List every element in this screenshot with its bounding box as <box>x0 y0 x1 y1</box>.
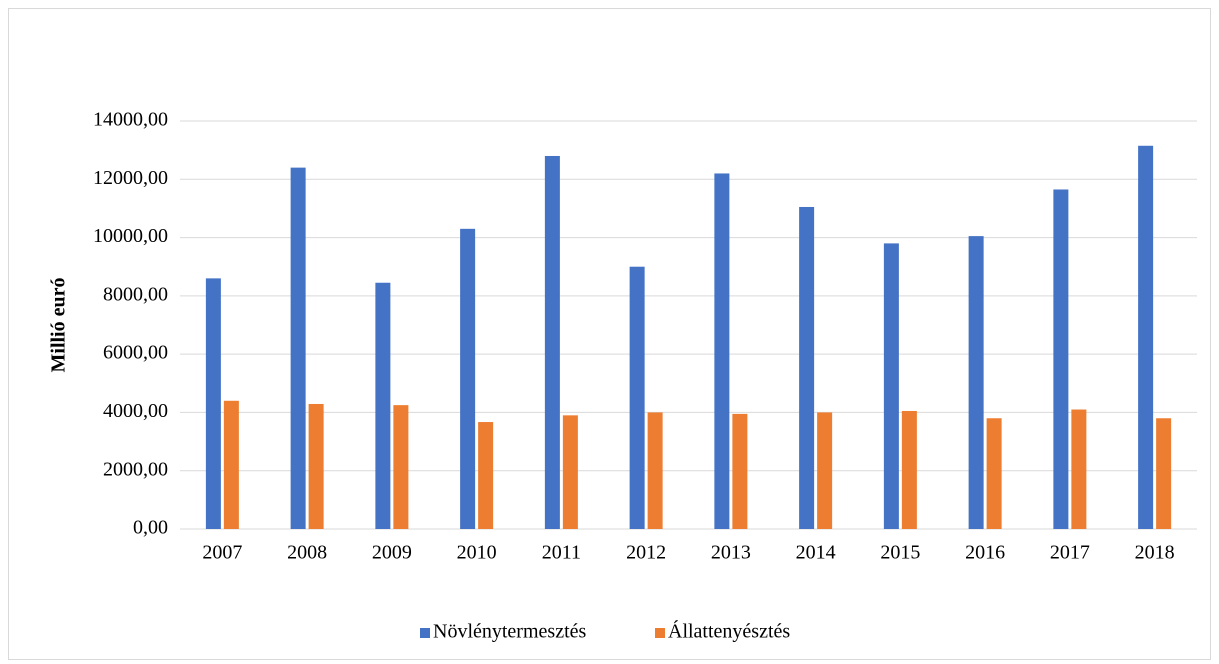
y-tick-label: 8000,00 <box>103 283 168 305</box>
bar <box>647 412 663 529</box>
bar <box>986 418 1002 529</box>
bar <box>393 405 409 529</box>
bar <box>478 422 494 529</box>
x-tick-label: 2015 <box>880 542 920 564</box>
y-tick-label: 0,00 <box>133 517 168 539</box>
y-axis-label: Millió euró <box>48 278 70 373</box>
bar <box>817 412 833 529</box>
y-tick-label: 10000,00 <box>93 225 168 247</box>
bar <box>1138 145 1154 529</box>
x-tick-label: 2018 <box>1135 542 1175 564</box>
x-tick-label: 2010 <box>457 542 497 564</box>
x-tick-label: 2017 <box>1050 542 1090 564</box>
bar <box>799 206 815 529</box>
bar <box>629 266 645 529</box>
y-tick-label: 14000,00 <box>93 109 168 131</box>
x-tick-label: 2014 <box>796 542 836 564</box>
bar <box>375 282 391 529</box>
x-tick-label: 2013 <box>711 542 751 564</box>
legend-swatch <box>655 628 665 638</box>
legend-label: Növlénytermesztés <box>433 621 586 643</box>
bar <box>968 236 984 529</box>
chart-border <box>8 8 1211 660</box>
x-tick-label: 2012 <box>626 542 666 564</box>
bar <box>544 155 560 529</box>
bar <box>1071 409 1087 529</box>
bar <box>460 228 476 530</box>
legend-label: Állattenyésztés <box>668 620 790 643</box>
y-tick-label: 6000,00 <box>103 342 168 364</box>
bar <box>308 403 324 529</box>
bar <box>714 173 730 529</box>
y-tick-label: 4000,00 <box>103 400 168 422</box>
y-tick-label: 2000,00 <box>103 458 168 480</box>
legend-swatch <box>420 628 430 638</box>
x-tick-label: 2011 <box>542 542 581 564</box>
x-tick-label: 2009 <box>372 542 412 564</box>
bar <box>223 400 239 529</box>
bar <box>1053 189 1069 529</box>
y-tick-label: 12000,00 <box>93 167 168 189</box>
bar <box>562 415 578 529</box>
bar <box>1156 418 1172 529</box>
bar <box>290 167 306 529</box>
bar <box>205 278 221 529</box>
x-tick-label: 2008 <box>287 542 327 564</box>
bar <box>883 243 899 529</box>
x-tick-label: 2007 <box>202 542 242 564</box>
bar <box>732 413 748 529</box>
bar <box>901 410 917 529</box>
x-tick-label: 2016 <box>965 542 1005 564</box>
